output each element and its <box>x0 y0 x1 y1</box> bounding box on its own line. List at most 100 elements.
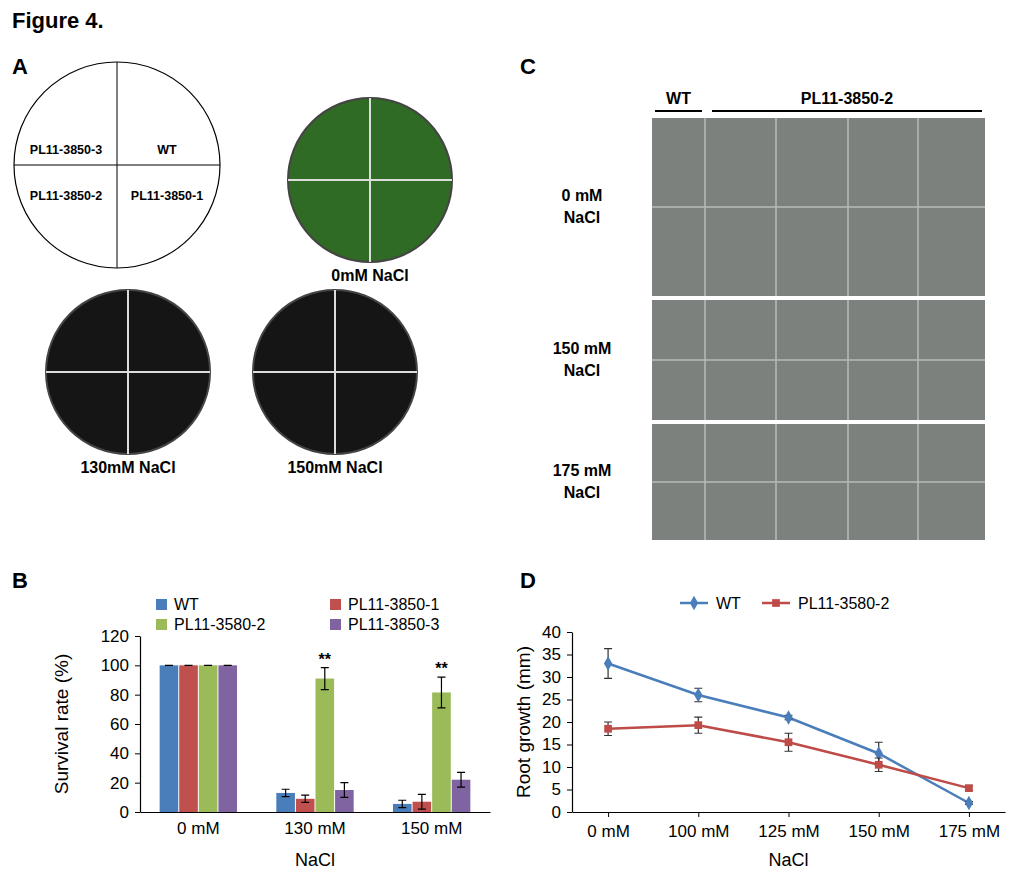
marker <box>875 761 883 769</box>
tick-label: 125 mM <box>758 822 819 841</box>
legend-label: PL11-3580-2 <box>174 616 265 633</box>
error-bar <box>224 665 232 666</box>
error-bar <box>321 668 329 690</box>
tick-mark <box>567 767 572 768</box>
tick-mark <box>969 812 970 817</box>
plate <box>46 290 210 454</box>
axis-line <box>572 633 573 813</box>
legend-label: WT <box>174 596 199 613</box>
error-bar <box>694 688 702 702</box>
bar <box>160 665 179 812</box>
axis-title: NaCl <box>768 850 808 870</box>
marker <box>965 784 973 792</box>
bar <box>199 665 218 812</box>
plate <box>253 290 417 454</box>
tick: 10 <box>542 758 572 777</box>
header-rule <box>712 110 982 112</box>
tick-mark <box>135 636 140 637</box>
plate-divider <box>253 371 417 373</box>
panel-label: D <box>520 568 536 593</box>
tick-label: 60 <box>110 715 129 734</box>
tick: 0 mM <box>177 812 220 838</box>
tick: 0 <box>120 803 140 822</box>
error-bar <box>165 665 173 666</box>
tick-label: 20 <box>110 774 129 793</box>
legend-swatch <box>156 599 167 610</box>
y-axis: 0510152025303540 <box>542 623 572 822</box>
axis-line <box>141 812 491 813</box>
row-label: 150 mM <box>553 340 612 357</box>
tick-label: 40 <box>110 744 129 763</box>
error-bar <box>282 789 290 796</box>
tick-mark <box>879 812 880 817</box>
tick: 20 <box>110 774 140 793</box>
root-photo <box>652 424 985 540</box>
diagram-label: PL11-3850-2 <box>30 189 102 203</box>
plate-divider <box>46 371 210 373</box>
tick-label: 40 <box>542 623 561 642</box>
tick-label: 150 mM <box>848 822 909 841</box>
tick-label: 175 mM <box>939 822 1000 841</box>
marker <box>604 725 612 733</box>
tick-label: 0 <box>552 803 561 822</box>
diagram-label: PL11-3850-1 <box>131 189 203 203</box>
tick: 40 <box>542 623 572 642</box>
root-photo <box>652 300 985 420</box>
tick-mark <box>135 665 140 666</box>
tick-label: 100 <box>101 656 129 675</box>
tick-label: 0 <box>120 803 129 822</box>
diagram-label: WT <box>157 143 177 157</box>
error-bar <box>694 717 702 733</box>
panel-label: C <box>520 54 536 79</box>
plate-photo <box>253 290 417 454</box>
marker <box>785 738 793 746</box>
row-label: 0 mM <box>562 187 603 204</box>
diagram-label: PL11-3850-3 <box>30 143 102 157</box>
tick-label: 10 <box>542 758 561 777</box>
legend-marker <box>690 596 698 610</box>
photo-panel <box>652 118 985 296</box>
legend-swatch <box>156 619 167 630</box>
legend-label: WT <box>716 595 741 612</box>
figure: Figure 4.APL11-3850-3WTPL11-3850-2PL11-3… <box>0 0 1024 879</box>
header-rule <box>655 110 702 112</box>
bar <box>218 665 237 812</box>
plot-area <box>160 665 471 812</box>
tick-mark <box>135 753 140 754</box>
tick-label: 0 mM <box>177 819 220 838</box>
tick: 15 <box>542 735 572 754</box>
tick: 175 mM <box>939 812 1000 841</box>
legend-swatch <box>330 599 341 610</box>
axis-line <box>140 637 141 813</box>
photo-grid <box>652 481 985 483</box>
axis-title: Root growth (mm) <box>513 646 534 798</box>
panel-label: A <box>12 54 28 79</box>
bar <box>179 665 198 812</box>
tick-mark <box>567 745 572 746</box>
tick-mark <box>698 812 699 817</box>
error-bar <box>875 758 883 772</box>
tick-mark <box>567 812 572 813</box>
plate-label: 130mM NaCl <box>80 459 175 476</box>
tick-mark <box>789 812 790 817</box>
row-label: NaCl <box>564 484 600 501</box>
figure-title: Figure 4. <box>12 8 104 33</box>
error-bar <box>204 665 212 666</box>
plate-label: 150mM NaCl <box>287 459 382 476</box>
axis-title: Survival rate (%) <box>51 654 72 794</box>
tick-label: 150 mM <box>401 819 462 838</box>
tick: 5 <box>552 780 572 799</box>
tick-label: 15 <box>542 735 561 754</box>
tick-mark <box>135 783 140 784</box>
tick: 125 mM <box>758 812 819 841</box>
layout-diagram: PL11-3850-3 WT PL11-3850-2 PL11-3850-1 <box>14 62 220 268</box>
legend: WTPL11-3580-2 <box>680 595 889 612</box>
tick-mark <box>135 695 140 696</box>
tick-label: 0 mM <box>587 822 630 841</box>
marker <box>965 796 973 810</box>
plate <box>288 98 452 262</box>
error-bar <box>437 677 445 708</box>
x-axis: 0 mM130 mM150 mM <box>141 812 491 838</box>
marker <box>694 688 702 702</box>
plate-divider <box>288 179 452 181</box>
